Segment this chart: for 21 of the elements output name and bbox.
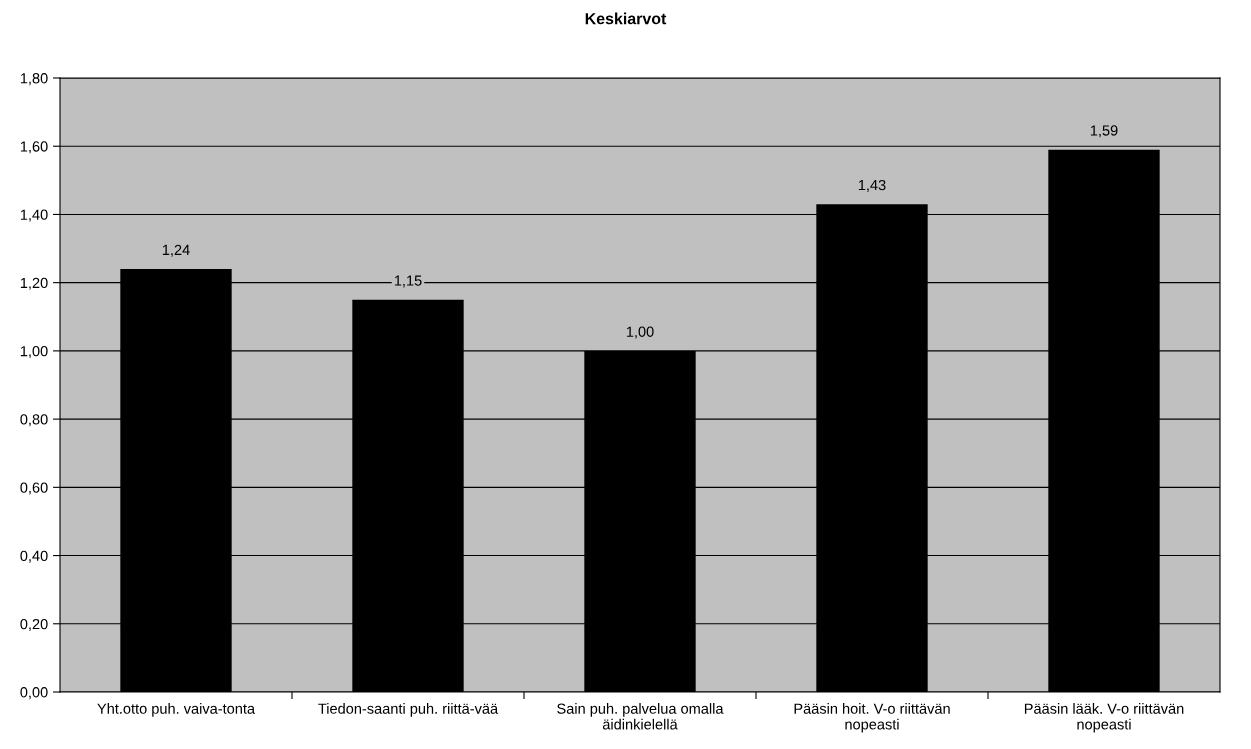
chart-title: Keskiarvot (585, 12, 667, 25)
y-tick-label: 1,80 (20, 73, 48, 86)
data-label: 1,00 (626, 326, 654, 339)
y-tick-label: 1,60 (20, 141, 48, 154)
y-tick-label: 0,20 (20, 618, 48, 631)
x-tick-label: Tiedon-saanti puh. riittä-vää (318, 703, 499, 717)
x-tick-label: Pääsin lääk. V-o riittävän nopeasti (1024, 703, 1184, 733)
x-tick-label: Sain puh. palvelua omalla äidinkielellä (557, 703, 724, 730)
data-label: 1,15 (394, 275, 422, 288)
x-tick-label: Pääsin hoit. V-o riittävän nopeasti (794, 703, 950, 733)
x-tick-label: Yht.otto puh. vaiva-tonta (97, 703, 256, 717)
data-label: 1,43 (858, 179, 886, 192)
y-tick-label: 0,40 (20, 550, 48, 563)
y-tick-label: 0,80 (20, 414, 48, 427)
y-tick-label: 1,20 (20, 277, 48, 290)
data-label: 1,24 (162, 244, 190, 257)
y-tick-label: 1,00 (20, 345, 48, 359)
y-tick-label: 0,60 (20, 482, 48, 495)
data-label: 1,59 (1090, 125, 1118, 138)
y-tick-label: 1,40 (20, 209, 48, 222)
y-tick-label: 0,00 (20, 687, 48, 700)
